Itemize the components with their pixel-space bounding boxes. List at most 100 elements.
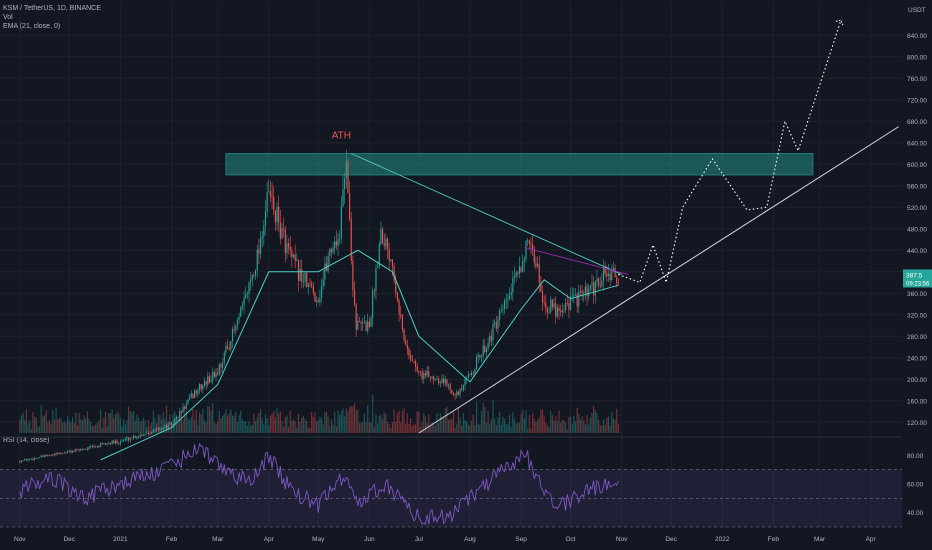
candle-body [37, 457, 39, 459]
volume-bar [429, 424, 431, 433]
candle-body [411, 359, 413, 362]
volume-bar [136, 414, 138, 433]
candle-body [297, 259, 300, 281]
volume-bar [284, 417, 286, 433]
candle-body [434, 379, 436, 381]
candle-body [349, 192, 351, 220]
price-tick-label: 760.00 [907, 76, 927, 83]
candle-body [75, 448, 77, 452]
candle-body [156, 428, 158, 430]
volume-bar [434, 426, 436, 433]
candle-body [342, 189, 344, 207]
candle-body [330, 248, 333, 253]
candle-body [479, 354, 481, 358]
volume-bar [108, 413, 110, 433]
volume-bar [19, 419, 21, 433]
volume-bar [533, 418, 535, 433]
volume-bar [182, 420, 184, 433]
candle-body [50, 455, 52, 456]
volume-bar [250, 425, 252, 433]
volume-bar [165, 405, 168, 433]
volume-bar [217, 421, 219, 433]
price-tick-label: 560.00 [907, 183, 927, 190]
volume-bar [461, 425, 463, 433]
volume-bar [606, 417, 608, 433]
volume-bar [35, 417, 37, 433]
candle-body [291, 250, 293, 257]
candle-body [454, 394, 456, 396]
volume-bar [42, 415, 44, 433]
candle-body [611, 270, 613, 280]
volume-bar [121, 426, 123, 433]
volume-bar [85, 418, 87, 433]
volume-bar [340, 410, 342, 433]
candle-body [373, 290, 375, 292]
candle-body [339, 238, 341, 240]
candle-body [90, 445, 92, 447]
legend-symbol: KSM / TetherUS, 1D, BINANCE [3, 5, 101, 12]
candle-body [273, 196, 275, 211]
volume-bar [67, 415, 69, 433]
date-tick-label: Mar [814, 536, 826, 543]
candle-body [71, 450, 74, 453]
candle-body [184, 406, 186, 409]
candle-body [192, 393, 194, 399]
candle-body [566, 302, 568, 304]
volume-bar [68, 420, 70, 433]
volume-bar [474, 425, 476, 433]
volume-bar [565, 422, 567, 433]
volume-bar [73, 422, 75, 433]
candle-body [34, 458, 36, 460]
candle-body [573, 295, 575, 297]
volume-bar [449, 419, 451, 433]
volume-bar [301, 417, 303, 433]
candle-body [189, 396, 191, 400]
volume-bar [22, 412, 24, 433]
volume-bar [29, 420, 31, 433]
volume-bar [400, 422, 402, 433]
candle-body [485, 348, 488, 353]
candle-body [556, 307, 558, 317]
candle-body [271, 196, 273, 198]
volume-bar [274, 417, 276, 433]
volume-bar [391, 422, 394, 433]
volume-bar [309, 427, 311, 433]
currency-label: USDT [908, 7, 926, 14]
candle-body [226, 346, 229, 348]
volume-bar [139, 421, 141, 433]
candle-body [388, 249, 390, 261]
date-tick-label: Nov [14, 536, 26, 543]
volume-bar [513, 419, 516, 433]
volume-bar [111, 409, 113, 433]
legend-volume: Vol [3, 14, 13, 21]
volume-bar [80, 419, 82, 433]
volume-bar [410, 418, 412, 433]
candle-body [401, 314, 403, 330]
candle-body [518, 266, 521, 274]
candle-body [230, 341, 232, 350]
candle-body [172, 423, 174, 426]
date-tick-label: Feb [166, 536, 178, 543]
candle-body [63, 452, 65, 454]
candle-body [152, 429, 154, 433]
candle-body [35, 458, 37, 459]
volume-bar [50, 423, 52, 433]
volume-bar [515, 423, 517, 433]
candle-body [62, 453, 64, 454]
volume-bar [588, 424, 590, 433]
volume-bar [388, 423, 390, 433]
candle-body [500, 309, 502, 311]
candle-body [443, 378, 445, 384]
volume-bar [446, 406, 448, 433]
volume-bar [263, 424, 265, 433]
candle-body [540, 282, 542, 292]
volume-bar [416, 411, 418, 433]
volume-bar [487, 410, 489, 433]
volume-bar [339, 414, 341, 433]
candle-body [499, 310, 501, 320]
candle-body [202, 385, 204, 390]
volume-bar [452, 412, 455, 433]
volume-bar [233, 415, 235, 433]
ath-zone [225, 153, 814, 176]
